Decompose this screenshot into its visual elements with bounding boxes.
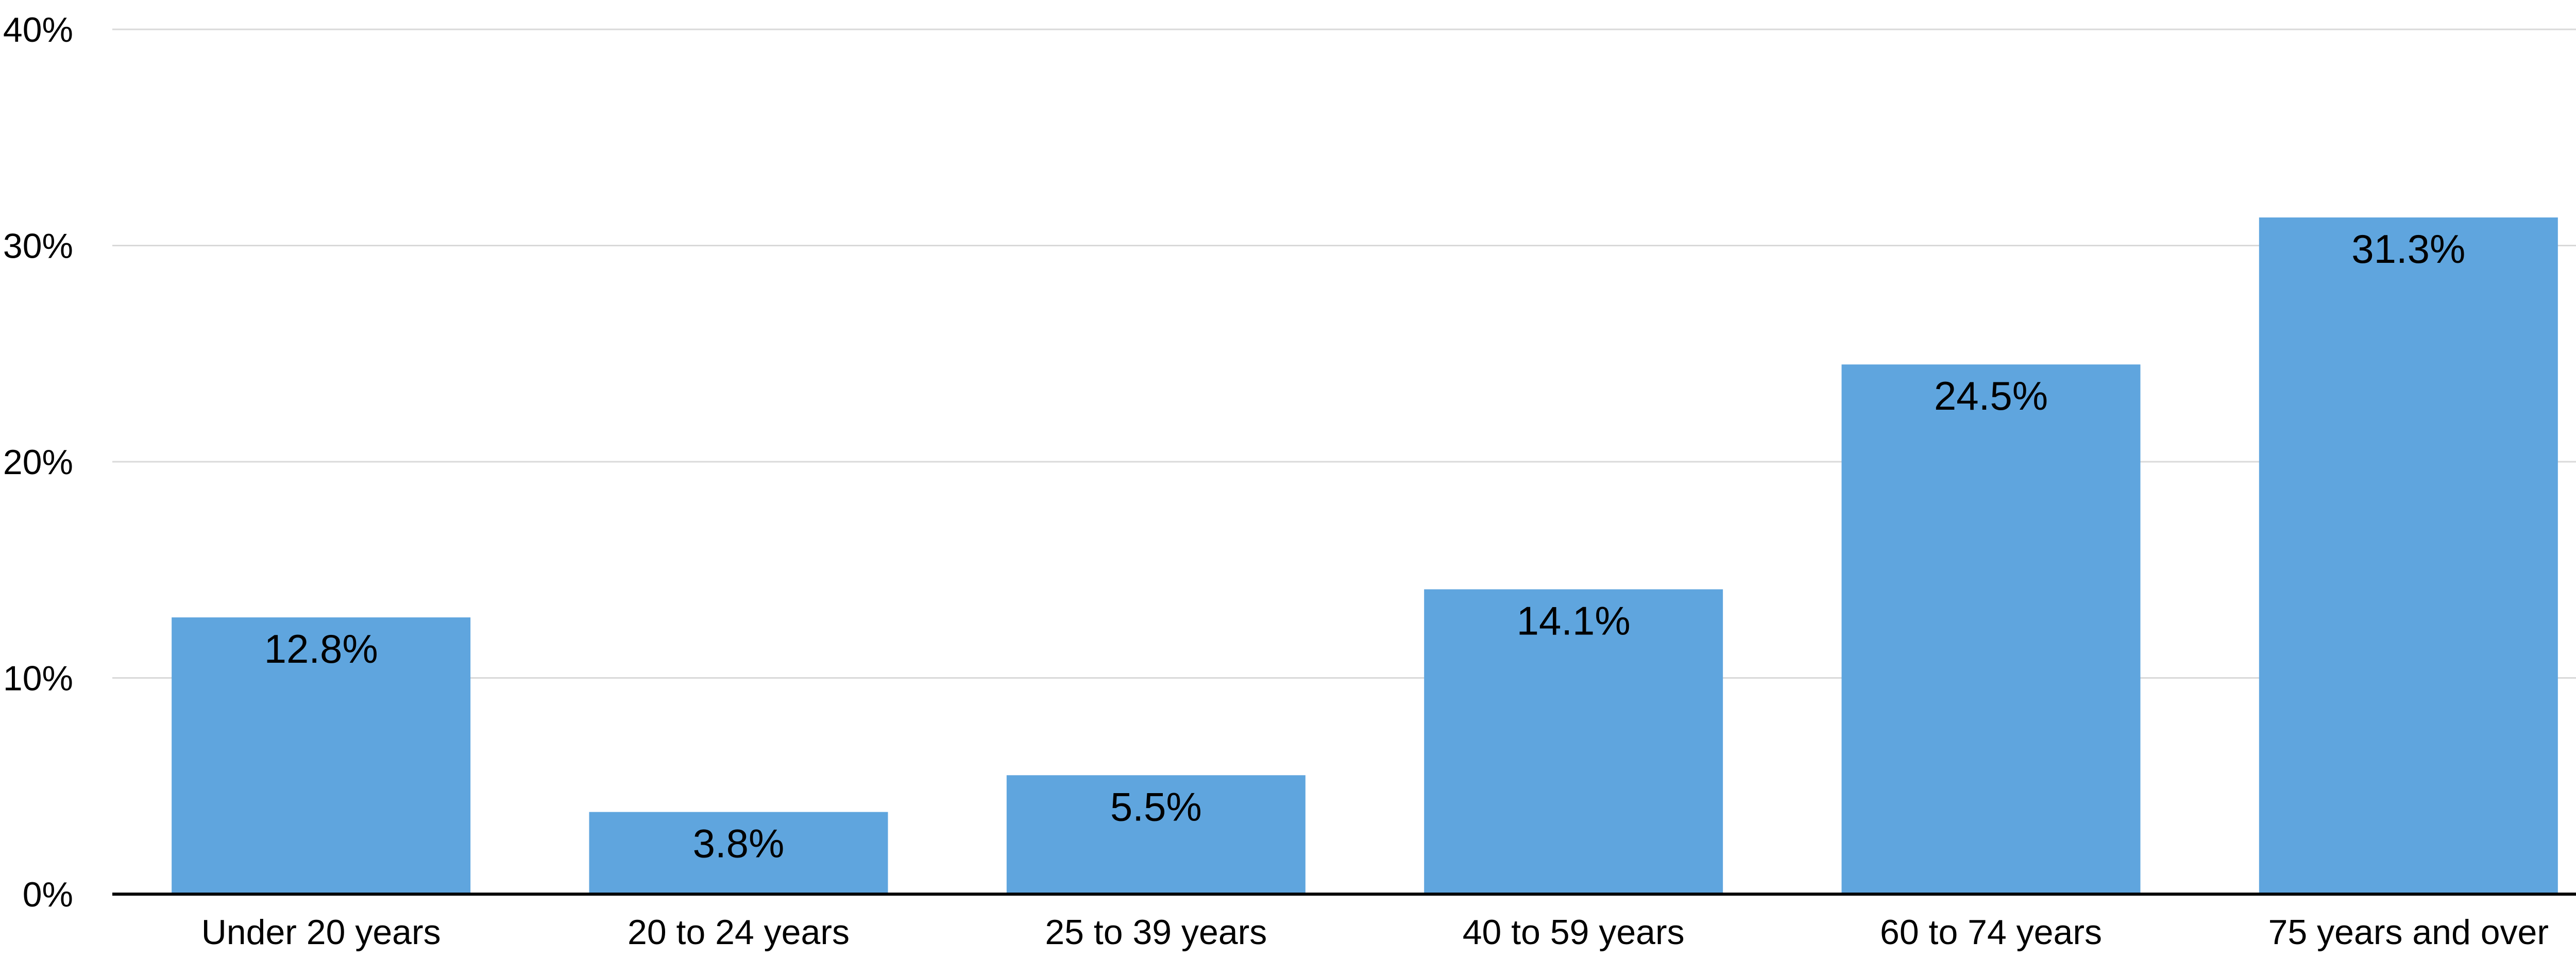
y-axis-tick-labels: 0% 10% 20% 30% 40% [3, 10, 73, 914]
gridlines [112, 28, 2576, 679]
x-category-label: 60 to 74 years [1880, 913, 2102, 952]
bar-value-label: 5.5% [1110, 784, 1202, 829]
x-category-label: 40 to 59 years [1463, 913, 1685, 952]
bar [1006, 775, 1306, 894]
bar [2259, 217, 2558, 895]
y-tick-label: 30% [3, 227, 73, 266]
bar [1424, 589, 1723, 894]
bars [172, 217, 2558, 895]
x-category-label: 20 to 24 years [628, 913, 850, 952]
x-axis-category-labels: Under 20 years 20 to 24 years 25 to 39 yea… [201, 913, 2549, 952]
bar [589, 812, 888, 894]
x-category-label: Under 20 years [201, 913, 441, 952]
bar [1841, 364, 2141, 894]
bar-value-label: 12.8% [264, 626, 378, 671]
bar-value-label: 3.8% [693, 821, 785, 866]
data-labels: 12.8% 3.8% 5.5% 14.1% 24.5% 31.3% [264, 226, 2466, 866]
bar-value-label: 31.3% [2351, 226, 2465, 272]
bar-value-label: 14.1% [1517, 598, 1631, 644]
y-tick-label: 20% [3, 443, 73, 482]
x-category-label: 25 to 39 years [1045, 913, 1267, 952]
y-tick-label: 10% [3, 659, 73, 698]
bar-value-label: 24.5% [1934, 373, 2048, 418]
x-category-label: 75 years and over [2268, 913, 2549, 952]
y-tick-label: 0% [23, 875, 73, 914]
y-tick-label: 40% [3, 10, 73, 49]
bar [172, 617, 471, 894]
